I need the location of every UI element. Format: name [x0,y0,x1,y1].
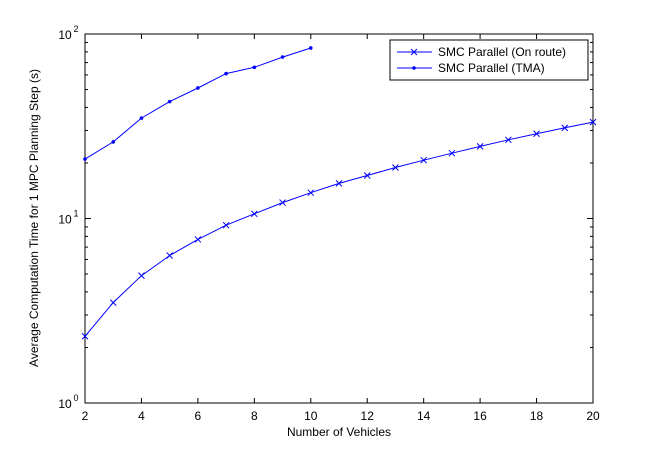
y-tick-label-base: 10 [58,213,72,227]
series-0-point [109,299,117,306]
x-tick-label: 16 [473,409,487,423]
series-0-point [166,252,174,259]
y-tick-label: 10 0 [58,393,78,411]
series-0-point [589,118,597,126]
series-0-point [448,149,456,157]
series-0-point [81,332,89,340]
series-0-point [363,172,371,179]
series-0-point [476,143,484,150]
y-tick-label-exp: 0 [73,393,78,403]
series-0-point [250,210,258,218]
series-0-point [504,136,512,144]
x-tick-label: 8 [251,409,258,423]
legend-marker-series-0 [410,48,418,56]
plot-area [84,33,594,404]
y-tick-label-base: 10 [58,28,72,42]
series-1-point [83,157,87,161]
y-tick-label-exp: 1 [73,209,78,219]
x-tick-label: 14 [417,409,431,423]
series-0-point [533,130,540,138]
series-0-point [138,272,145,280]
x-tick-label: 2 [82,409,89,423]
series-1-point [139,116,144,120]
series-0-point [561,124,569,132]
series-0-point [420,156,428,164]
legend-marker-series-1 [412,66,416,70]
series-0-point [279,199,286,206]
x-axis-ticks: 2 4 6 8 10 12 14 16 18 20 [82,34,600,423]
series-0-point [194,236,202,243]
legend-box [389,39,589,81]
x-tick-label: 12 [361,409,375,423]
x-tick-label: 10 [304,409,318,423]
y-tick-label: 10 2 [58,24,78,42]
x-tick-label: 20 [586,409,600,423]
x-tick-label: 4 [138,409,145,423]
y-axis-label: Average Computation Time for 1 MPC Plann… [27,69,41,367]
series-0-point [392,164,399,171]
series-1-point [252,65,257,70]
series-1-point [280,55,285,59]
x-tick-label: 6 [195,409,202,423]
legend-label-series-1: SMC Parallel (TMA) [438,61,545,75]
y-tick-label: 10 1 [58,209,78,227]
series-1-point [308,46,313,50]
legend-label-series-0: SMC Parallel (On route) [438,45,566,59]
x-axis-label: Number of Vehicles [287,425,391,439]
x-tick-label: 18 [530,409,544,423]
series-1-point [224,71,228,76]
y-tick-label-base: 10 [58,397,72,411]
y-tick-label-exp: 2 [73,24,78,34]
series-0-point [222,221,230,229]
series-1-point [167,99,172,104]
legend: SMC Parallel (On route) SMC Parallel (TM… [389,39,589,81]
series-1-point [196,86,200,90]
series-0-point [307,189,315,197]
series-0-point [335,180,343,187]
series-layer [81,46,597,340]
series-1-point [111,140,116,144]
